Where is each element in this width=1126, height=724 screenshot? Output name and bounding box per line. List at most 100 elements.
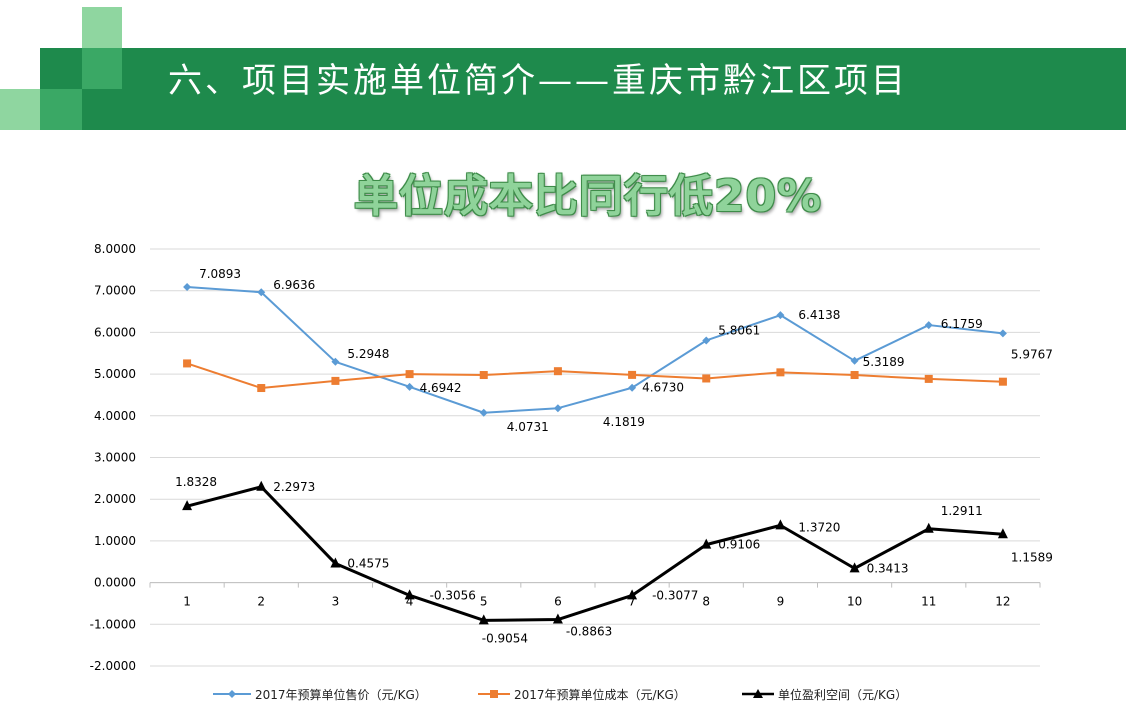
legend-item-price: 2017年预算单位售价（元/KG） [213, 684, 427, 704]
data-point [405, 370, 414, 379]
data-point [479, 371, 488, 380]
y-tick-label: 5.0000 [94, 367, 136, 381]
data-label: 2.2973 [273, 480, 315, 494]
data-label: 0.3413 [867, 561, 909, 575]
data-point [183, 282, 192, 291]
data-point [628, 370, 637, 379]
slide-title: 六、项目实施单位简介——重庆市黔江区项目 [168, 61, 908, 101]
data-label: 6.9636 [273, 278, 315, 292]
legend-label-profit: 单位盈利空间（元/KG） [778, 687, 908, 702]
data-point [923, 522, 934, 533]
y-tick-label: 0.0000 [94, 576, 136, 590]
data-label: 5.8061 [718, 323, 760, 337]
data-point [702, 374, 711, 383]
data-point [628, 383, 637, 392]
data-label: 1.2911 [941, 504, 983, 518]
legend-diamond-icon [213, 690, 251, 698]
data-label: 0.9106 [718, 538, 760, 552]
data-point [775, 519, 786, 530]
data-label: 5.9767 [1011, 347, 1053, 361]
data-point [776, 368, 785, 377]
data-label: 6.4138 [798, 308, 840, 322]
x-tick-label: 4 [406, 595, 414, 609]
x-tick-label: 2 [257, 595, 265, 609]
data-point [478, 614, 489, 625]
data-point [850, 371, 859, 380]
chart-legend: 2017年预算单位售价（元/KG） 2017年预算单位成本（元/KG） 单位盈利… [0, 684, 1126, 704]
x-tick-label: 11 [921, 595, 936, 609]
data-point [404, 589, 415, 600]
x-tick-label: 1 [183, 595, 191, 609]
y-tick-label: -1.0000 [90, 617, 136, 631]
data-label: 1.8328 [175, 475, 217, 489]
legend-item-profit: 单位盈利空间（元/KG） [742, 684, 907, 704]
y-tick-label: 6.0000 [94, 325, 136, 339]
x-tick-label: 12 [995, 595, 1010, 609]
x-tick-label: 6 [554, 595, 562, 609]
y-tick-label: 2.0000 [94, 492, 136, 506]
data-label: 6.1759 [941, 317, 983, 331]
data-point [183, 359, 192, 368]
x-tick-label: 3 [332, 595, 340, 609]
legend-item-cost: 2017年预算单位成本（元/KG） [478, 684, 686, 704]
x-tick-label: 9 [777, 595, 785, 609]
data-point [257, 384, 266, 393]
data-point [331, 376, 340, 385]
series-line [186, 485, 1004, 622]
data-label: 1.3720 [798, 520, 840, 534]
data-point [331, 357, 340, 366]
series-line [186, 362, 1003, 390]
data-label: 4.1819 [603, 415, 645, 429]
data-point [256, 480, 267, 491]
y-tick-label: 8.0000 [94, 242, 136, 256]
data-label: 4.6942 [420, 381, 462, 395]
data-point [998, 329, 1007, 338]
data-point [850, 356, 859, 365]
data-label: -0.9054 [482, 631, 528, 645]
data-point [702, 336, 711, 345]
data-label: 5.3189 [863, 355, 905, 369]
series-line [187, 285, 1004, 414]
legend-label-price: 2017年预算单位售价（元/KG） [255, 687, 427, 702]
x-tick-label: 10 [847, 595, 862, 609]
data-label: 4.0731 [507, 420, 549, 434]
data-point [776, 311, 785, 320]
deco-square [0, 89, 40, 130]
data-label: 0.4575 [347, 557, 389, 571]
data-point [849, 562, 860, 573]
data-point [701, 538, 712, 549]
data-label: 5.2948 [347, 347, 389, 361]
legend-label-cost: 2017年预算单位成本（元/KG） [514, 687, 686, 702]
data-label: -0.8863 [566, 625, 612, 639]
data-point [553, 367, 562, 376]
data-point [405, 382, 414, 391]
data-point [330, 557, 341, 568]
legend-triangle-icon [742, 689, 774, 698]
data-point [257, 288, 266, 297]
data-label: -0.3056 [430, 588, 476, 602]
data-point [924, 374, 933, 383]
data-point [627, 589, 638, 600]
y-tick-label: 3.0000 [94, 451, 136, 465]
data-point [998, 377, 1007, 386]
y-tick-label: 7.0000 [94, 284, 136, 298]
x-tick-label: 5 [480, 595, 488, 609]
chart-headline: 单位成本比同行低20% [353, 171, 823, 222]
data-label: -0.3077 [652, 588, 698, 602]
data-point [182, 500, 193, 511]
data-point [924, 321, 933, 330]
data-point [479, 408, 488, 417]
y-tick-label: -2.0000 [90, 659, 136, 673]
data-label: 7.0893 [199, 267, 241, 281]
x-tick-label: 7 [628, 595, 636, 609]
x-tick-label: 8 [702, 595, 710, 609]
data-point [553, 404, 562, 413]
y-tick-label: 1.0000 [94, 534, 136, 548]
deco-square [82, 7, 122, 48]
data-label: 1.1589 [1011, 550, 1053, 564]
deco-square [82, 48, 122, 89]
data-point [552, 613, 563, 624]
legend-square-icon [478, 690, 510, 698]
data-point [997, 528, 1008, 539]
